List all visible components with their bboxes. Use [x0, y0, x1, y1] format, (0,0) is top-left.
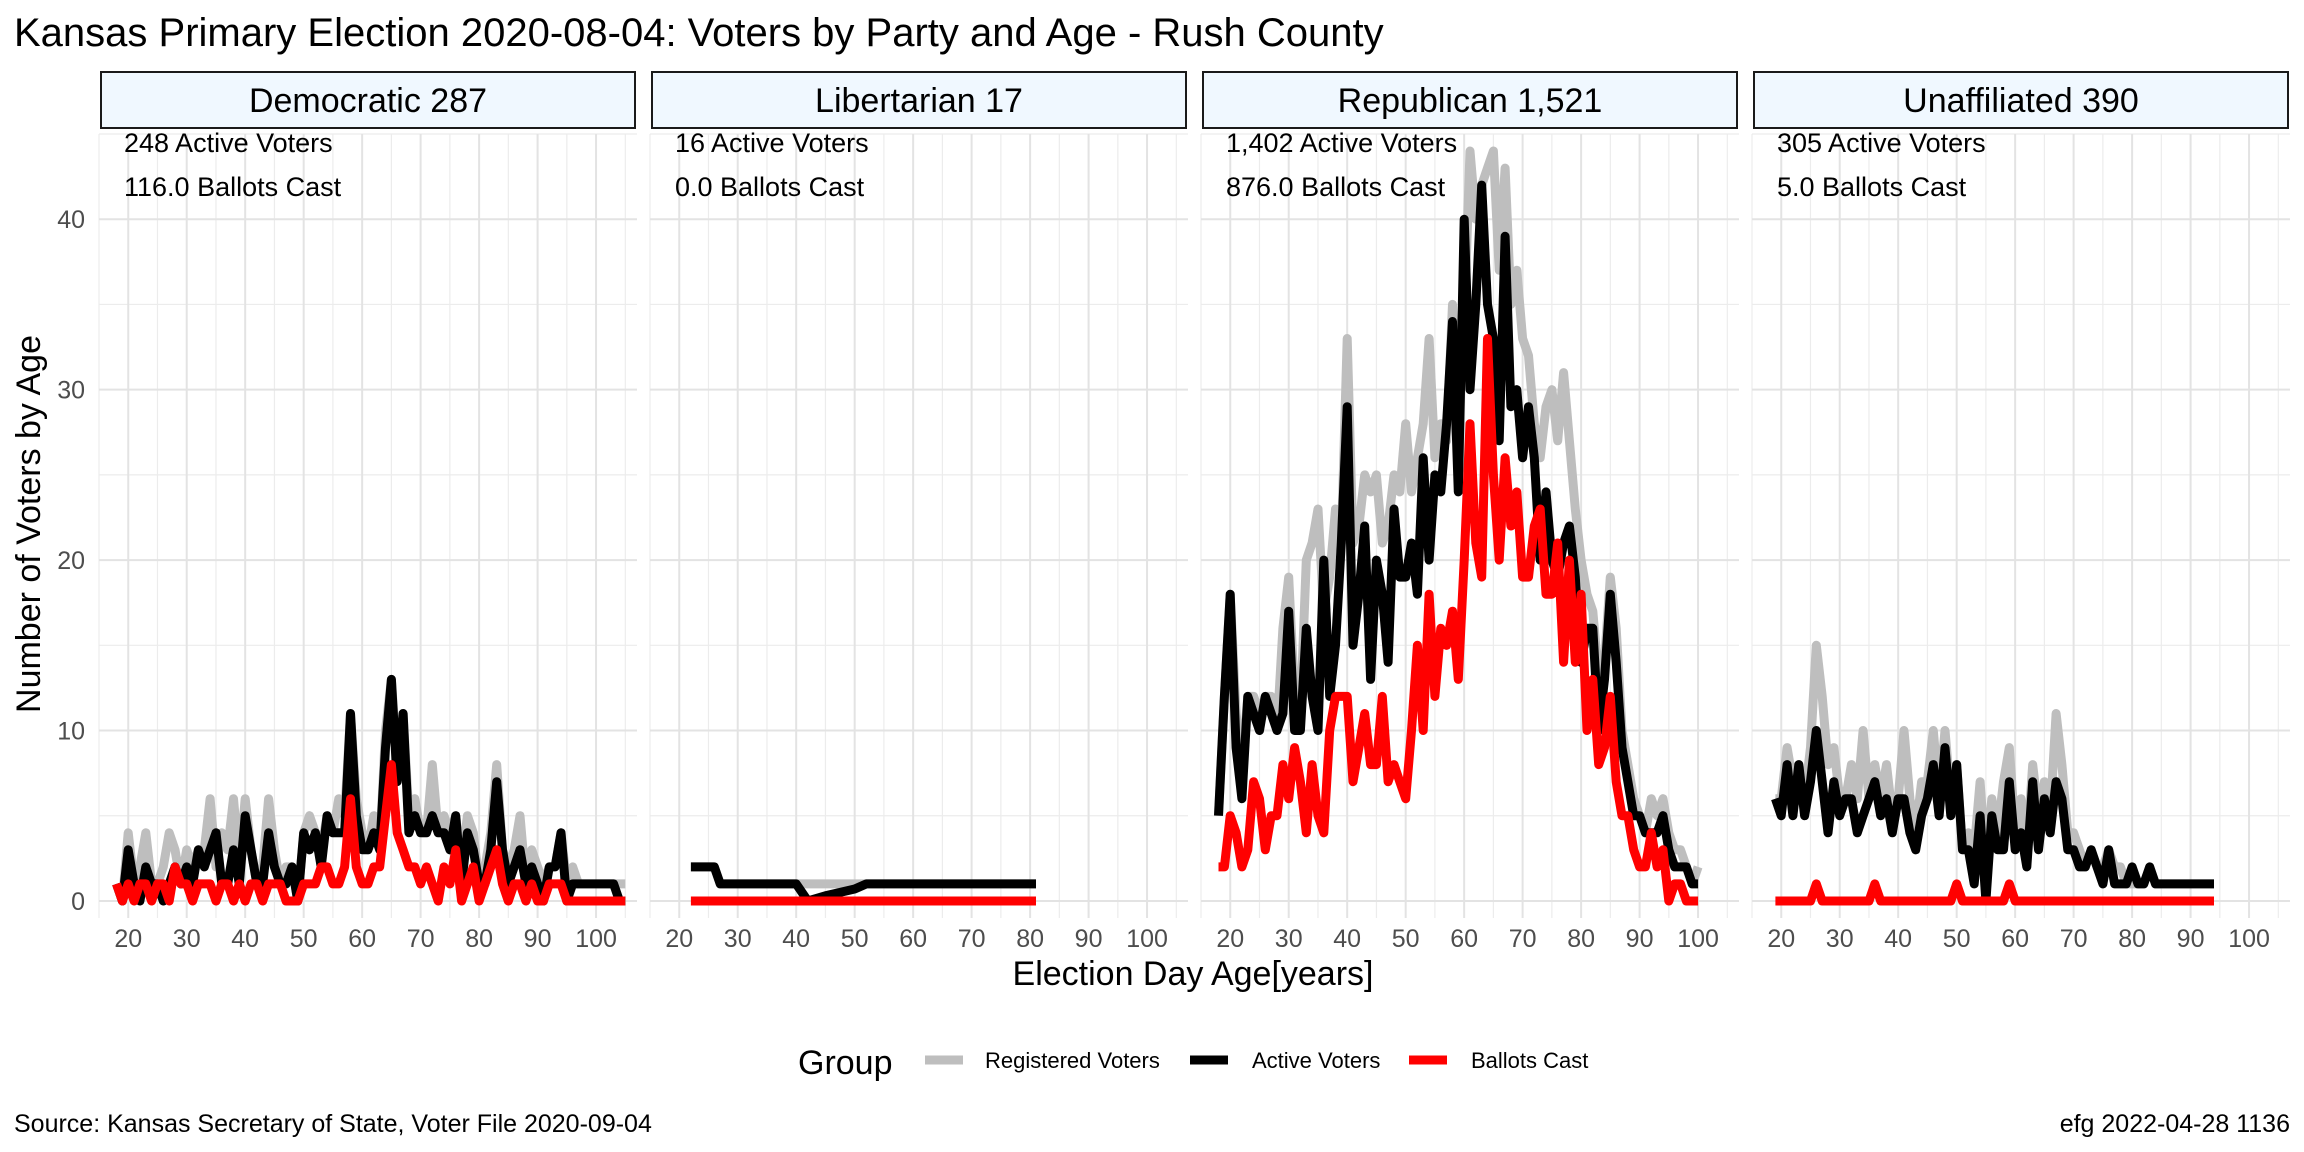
x-tick-label: 40 — [782, 925, 810, 953]
active-voters-annotation: 16 Active Voters — [675, 128, 869, 158]
facet-strip-label: Libertarian 17 — [815, 82, 1023, 120]
active-voters-annotation: 1,402 Active Voters — [1226, 128, 1457, 158]
series-line-ballots-cast — [1218, 334, 1699, 906]
x-tick-label: 60 — [899, 925, 927, 953]
facet-strip-label: Democratic 287 — [249, 82, 487, 120]
facet-strip — [1753, 71, 2289, 129]
active-voters-annotation: 248 Active Voters — [124, 128, 333, 158]
x-tick-label: 100 — [2228, 925, 2270, 953]
series-line-ballots-cast — [112, 760, 626, 906]
x-tick-label: 80 — [465, 925, 493, 953]
x-tick-label: 70 — [2060, 925, 2088, 953]
legend-label: Registered Voters — [985, 1048, 1160, 1073]
x-tick-label: 70 — [407, 925, 435, 953]
y-tick-label: 30 — [57, 377, 85, 405]
panel-unaffiliated: 20 30 40 50 60 70 80 90 100 Unaffiliated 390 305 A… — [1751, 71, 2290, 953]
x-tick-label: 50 — [290, 925, 318, 953]
caption-source: Source: Kansas Secretary of State, Voter… — [14, 1110, 652, 1138]
legend-label: Active Voters — [1252, 1048, 1380, 1073]
panel-libertarian: 20 30 40 50 60 70 80 90 100 Libertarian 17 16 Acti… — [649, 71, 1188, 953]
x-tick-label: 40 — [231, 925, 259, 953]
x-tick-label: 30 — [1275, 925, 1303, 953]
grid — [98, 133, 637, 918]
x-tick-label: 80 — [2118, 925, 2146, 953]
panels: 20 30 40 50 60 70 80 90 100 0 10 20 30 40 Democratic 2… — [57, 71, 2290, 953]
facet-strip — [100, 71, 636, 129]
x-tick-label: 20 — [114, 925, 142, 953]
x-tick-label: 20 — [665, 925, 693, 953]
x-tick-label: 40 — [1333, 925, 1361, 953]
caption-credit: efg 2022-04-28 1136 — [2060, 1110, 2290, 1138]
x-tick-label: 30 — [1826, 925, 1854, 953]
chart-title: Kansas Primary Election 2020-08-04: Vote… — [14, 11, 1384, 55]
x-tick-label: 100 — [1677, 925, 1719, 953]
legend-item-ballots-cast: Ballots Cast — [1409, 1048, 1588, 1073]
legend-label: Ballots Cast — [1471, 1048, 1588, 1073]
x-tick-label: 70 — [958, 925, 986, 953]
x-tick-label: 80 — [1016, 925, 1044, 953]
y-axis-label: Number of Voters by Age — [10, 335, 48, 713]
x-tick-label: 50 — [841, 925, 869, 953]
y-tick-label: 40 — [57, 206, 85, 234]
legend-title: Group — [798, 1044, 893, 1082]
facet-strip-label: Republican 1,521 — [1338, 82, 1603, 120]
x-tick-label: 90 — [1626, 925, 1654, 953]
panel-democratic: 20 30 40 50 60 70 80 90 100 0 10 20 30 40 Democratic 2… — [57, 71, 637, 953]
series-line-active-voters — [690, 862, 1036, 906]
x-tick-label: 70 — [1509, 925, 1537, 953]
y-tick-label: 0 — [71, 888, 85, 916]
x-axis-label: Election Day Age[years] — [1013, 955, 1374, 993]
legend: Group Registered Voters Active Voters Ball… — [798, 1044, 1588, 1082]
series-line-active-voters — [1771, 726, 2214, 906]
x-tick-label: 40 — [1884, 925, 1912, 953]
x-tick-label: 60 — [2001, 925, 2029, 953]
x-tick-label: 100 — [575, 925, 617, 953]
x-tick-label: 90 — [1075, 925, 1103, 953]
active-voters-annotation: 305 Active Voters — [1777, 128, 1986, 158]
series-line-active-voters — [112, 674, 626, 906]
legend-items: Registered Voters Active Voters Ballots Ca… — [925, 1048, 1588, 1073]
x-tick-label: 80 — [1567, 925, 1595, 953]
series-line-ballots-cast — [1775, 879, 2214, 906]
facet-strip — [651, 71, 1187, 129]
grid — [649, 133, 1188, 918]
x-tick-label: 60 — [348, 925, 376, 953]
x-tick-label: 90 — [2177, 925, 2205, 953]
x-tick-label: 50 — [1943, 925, 1971, 953]
legend-item-active-voters: Active Voters — [1190, 1048, 1380, 1073]
x-tick-label: 30 — [724, 925, 752, 953]
legend-item-registered-voters: Registered Voters — [925, 1048, 1160, 1073]
x-tick-label: 30 — [173, 925, 201, 953]
y-tick-label: 10 — [57, 718, 85, 746]
ballots-cast-annotation: 116.0 Ballots Cast — [124, 172, 342, 202]
series-line-active-voters — [1214, 180, 1699, 889]
ballots-cast-annotation: 0.0 Ballots Cast — [675, 172, 865, 202]
ballots-cast-annotation: 876.0 Ballots Cast — [1226, 172, 1446, 202]
facet-strip-label: Unaffiliated 390 — [1903, 82, 2139, 120]
ballots-cast-annotation: 5.0 Ballots Cast — [1777, 172, 1967, 202]
x-tick-label: 100 — [1126, 925, 1168, 953]
x-tick-label: 60 — [1450, 925, 1478, 953]
x-tick-label: 90 — [524, 925, 552, 953]
x-tick-label: 20 — [1216, 925, 1244, 953]
panel-republican: 20 30 40 50 60 70 80 90 100 Republican 1,521 1,402… — [1200, 71, 1739, 953]
facet-strip — [1202, 71, 1738, 129]
x-tick-label: 20 — [1767, 925, 1795, 953]
y-tick-label: 20 — [57, 547, 85, 575]
x-tick-label: 50 — [1392, 925, 1420, 953]
